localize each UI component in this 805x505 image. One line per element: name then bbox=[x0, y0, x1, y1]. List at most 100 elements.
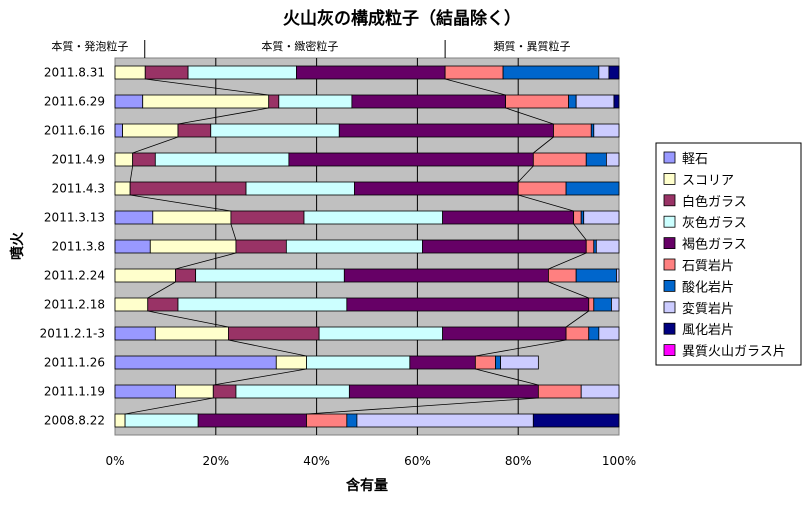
bar-segment bbox=[197, 413, 307, 428]
bar-segment bbox=[152, 210, 232, 225]
connector-line bbox=[475, 339, 567, 357]
connector-line bbox=[147, 281, 176, 299]
connector-line bbox=[228, 339, 307, 357]
x-axis-title: 含有量 bbox=[346, 477, 388, 494]
legend-label: 風化岩片 bbox=[682, 323, 734, 338]
bar-segment bbox=[588, 326, 600, 341]
bar-segment bbox=[275, 355, 307, 370]
bar-segment bbox=[353, 181, 519, 196]
legend-label: スコリア bbox=[682, 173, 734, 188]
bar-segment bbox=[474, 355, 496, 370]
bar-segment bbox=[575, 268, 617, 283]
connector-line bbox=[213, 368, 307, 386]
connector-line bbox=[505, 107, 554, 125]
bar-segment bbox=[573, 210, 582, 225]
bar-segment bbox=[318, 326, 443, 341]
bar-segment bbox=[114, 94, 144, 109]
bar-segment bbox=[565, 326, 590, 341]
y-tick-label: 2011.2.24 bbox=[44, 269, 105, 283]
bar-segment bbox=[268, 94, 280, 109]
connector-line bbox=[129, 165, 134, 183]
legend-label: 灰色ガラス bbox=[682, 215, 747, 231]
legend-swatch bbox=[663, 258, 676, 271]
x-tick-label: 60% bbox=[404, 454, 431, 468]
bar-segment bbox=[548, 268, 577, 283]
bar-segment bbox=[235, 239, 287, 254]
particle-group-labels: 本質・発泡粒子 本質・緻密粒子 類質・異質粒子 bbox=[51, 39, 571, 58]
bar-segment bbox=[235, 384, 350, 399]
legend-label: 白色ガラス bbox=[682, 194, 747, 210]
legend-swatch bbox=[663, 172, 676, 185]
x-tick-label: 0% bbox=[105, 454, 124, 468]
legend-swatch bbox=[663, 344, 676, 357]
connector-line bbox=[573, 223, 587, 241]
bar-segment bbox=[114, 355, 277, 370]
connector-line bbox=[125, 397, 214, 415]
connector-line bbox=[475, 368, 539, 386]
connector-line bbox=[130, 194, 231, 212]
connector-line bbox=[518, 194, 574, 212]
connector-line bbox=[132, 136, 179, 154]
y-tick-label: 2011.8.31 bbox=[44, 66, 105, 80]
bar-segment bbox=[517, 181, 567, 196]
bar-segment bbox=[502, 65, 600, 80]
x-tick-label: 20% bbox=[202, 454, 229, 468]
bar-segment bbox=[122, 123, 179, 138]
bar-segment bbox=[175, 268, 197, 283]
chart-title: 火山灰の構成粒子（結晶除く） bbox=[283, 8, 521, 29]
legend-label: 変質岩片 bbox=[682, 301, 734, 317]
group-label: 本質・発泡粒子 bbox=[51, 39, 128, 53]
bar-segment bbox=[278, 94, 353, 109]
bar-segment bbox=[245, 181, 355, 196]
bar-segment bbox=[532, 413, 620, 428]
bar-segment bbox=[565, 181, 620, 196]
bar-segment bbox=[593, 297, 612, 312]
legend-box bbox=[655, 142, 802, 366]
bars bbox=[114, 65, 620, 428]
bar-segment bbox=[575, 94, 615, 109]
legend-swatch bbox=[663, 237, 676, 250]
y-tick-label: 2011.1.19 bbox=[44, 385, 105, 399]
y-tick-label: 2011.2.1-3 bbox=[40, 327, 105, 341]
y-tick-label: 2011.2.18 bbox=[44, 298, 105, 312]
bar-segment bbox=[598, 326, 620, 341]
bar-segment bbox=[532, 152, 587, 167]
connector-line bbox=[548, 252, 587, 270]
bar-segment bbox=[616, 268, 620, 283]
bar-segment bbox=[585, 152, 607, 167]
series-connector-lines bbox=[125, 78, 589, 415]
bar-segment bbox=[177, 297, 348, 312]
connector-line bbox=[565, 310, 589, 328]
bar-segment bbox=[442, 210, 575, 225]
group-label: 本質・緻密粒子 bbox=[261, 39, 338, 53]
bar-segment bbox=[495, 355, 501, 370]
bar-segment bbox=[195, 268, 345, 283]
legend-label: 軽石 bbox=[682, 152, 708, 167]
bar-segment bbox=[285, 239, 423, 254]
bar-segment bbox=[114, 123, 123, 138]
bar-segment bbox=[154, 326, 229, 341]
bar-segment bbox=[442, 326, 567, 341]
x-tick-labels: 0% 20% 40% 60% 80% 100% bbox=[105, 454, 636, 468]
bar-segment bbox=[505, 94, 570, 109]
bar-segment bbox=[132, 152, 156, 167]
bar-segment bbox=[187, 65, 297, 80]
bar-segment bbox=[114, 152, 134, 167]
bar-segment bbox=[346, 297, 590, 312]
legend-swatch bbox=[663, 151, 676, 164]
bar-segment bbox=[346, 413, 358, 428]
bar-segment bbox=[114, 210, 154, 225]
y-tick-label: 2011.1.26 bbox=[44, 356, 105, 370]
bar-segment bbox=[114, 326, 156, 341]
connector-line bbox=[306, 397, 539, 415]
bar-segment bbox=[154, 152, 290, 167]
legend: 軽石スコリア白色ガラス灰色ガラス褐色ガラス石質岩片酸化岩片変質岩片風化岩片異質火… bbox=[655, 142, 802, 366]
y-tick-label: 2011.4.9 bbox=[52, 153, 105, 167]
bar-segment bbox=[343, 268, 549, 283]
x-tick-label: 80% bbox=[505, 454, 532, 468]
legend-label: 酸化岩片 bbox=[682, 280, 734, 295]
bar-segment bbox=[142, 94, 270, 109]
connector-line bbox=[175, 252, 237, 270]
y-tick-label: 2011.3.13 bbox=[44, 211, 105, 225]
